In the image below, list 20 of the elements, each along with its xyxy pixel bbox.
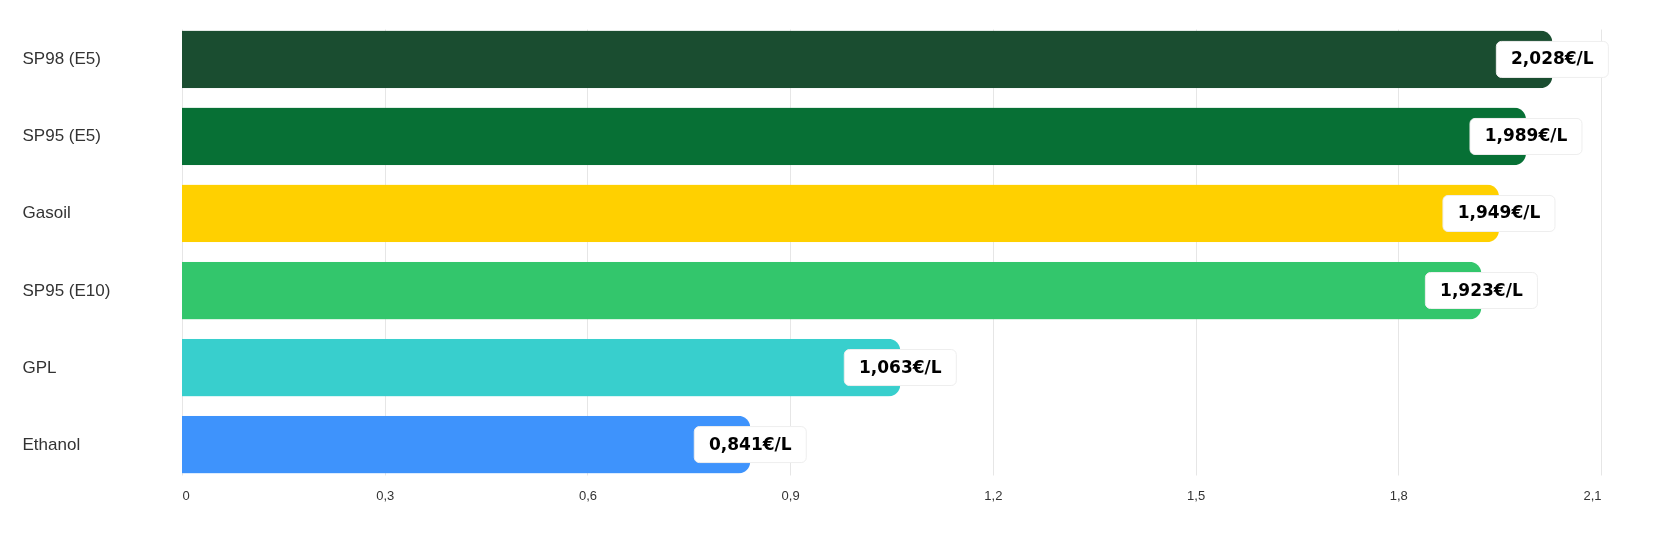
y-tick-label: SP95 (E5) [22,126,101,146]
y-tick-label: SP95 (E10) [22,280,111,300]
x-tick-label: 0,3 [376,487,395,503]
y-tick-label: GPL [22,357,57,377]
x-tick-label: 0,9 [781,487,800,503]
data-label: 0,841€/L [708,433,792,454]
x-tick-label: 0,6 [578,487,597,503]
y-tick-label: Gasoil [22,203,71,223]
data-label: 1,063€/L [858,356,942,377]
x-tick-label: 1,8 [1389,487,1408,503]
y-tick-label: SP98 (E5) [22,49,101,69]
data-label: 1,923€/L [1440,279,1523,300]
x-tick-label: 2,1 [1583,487,1602,503]
x-tick-label: 1,5 [1187,487,1206,503]
data-label: 1,989€/L [1484,125,1568,146]
x-tick-label: 0 [182,487,190,503]
x-tick-label: 1,2 [984,487,1003,503]
data-label: 2,028€/L [1511,48,1594,69]
y-tick-label: Ethanol [22,434,81,454]
data-label: 1,949€/L [1457,202,1541,223]
